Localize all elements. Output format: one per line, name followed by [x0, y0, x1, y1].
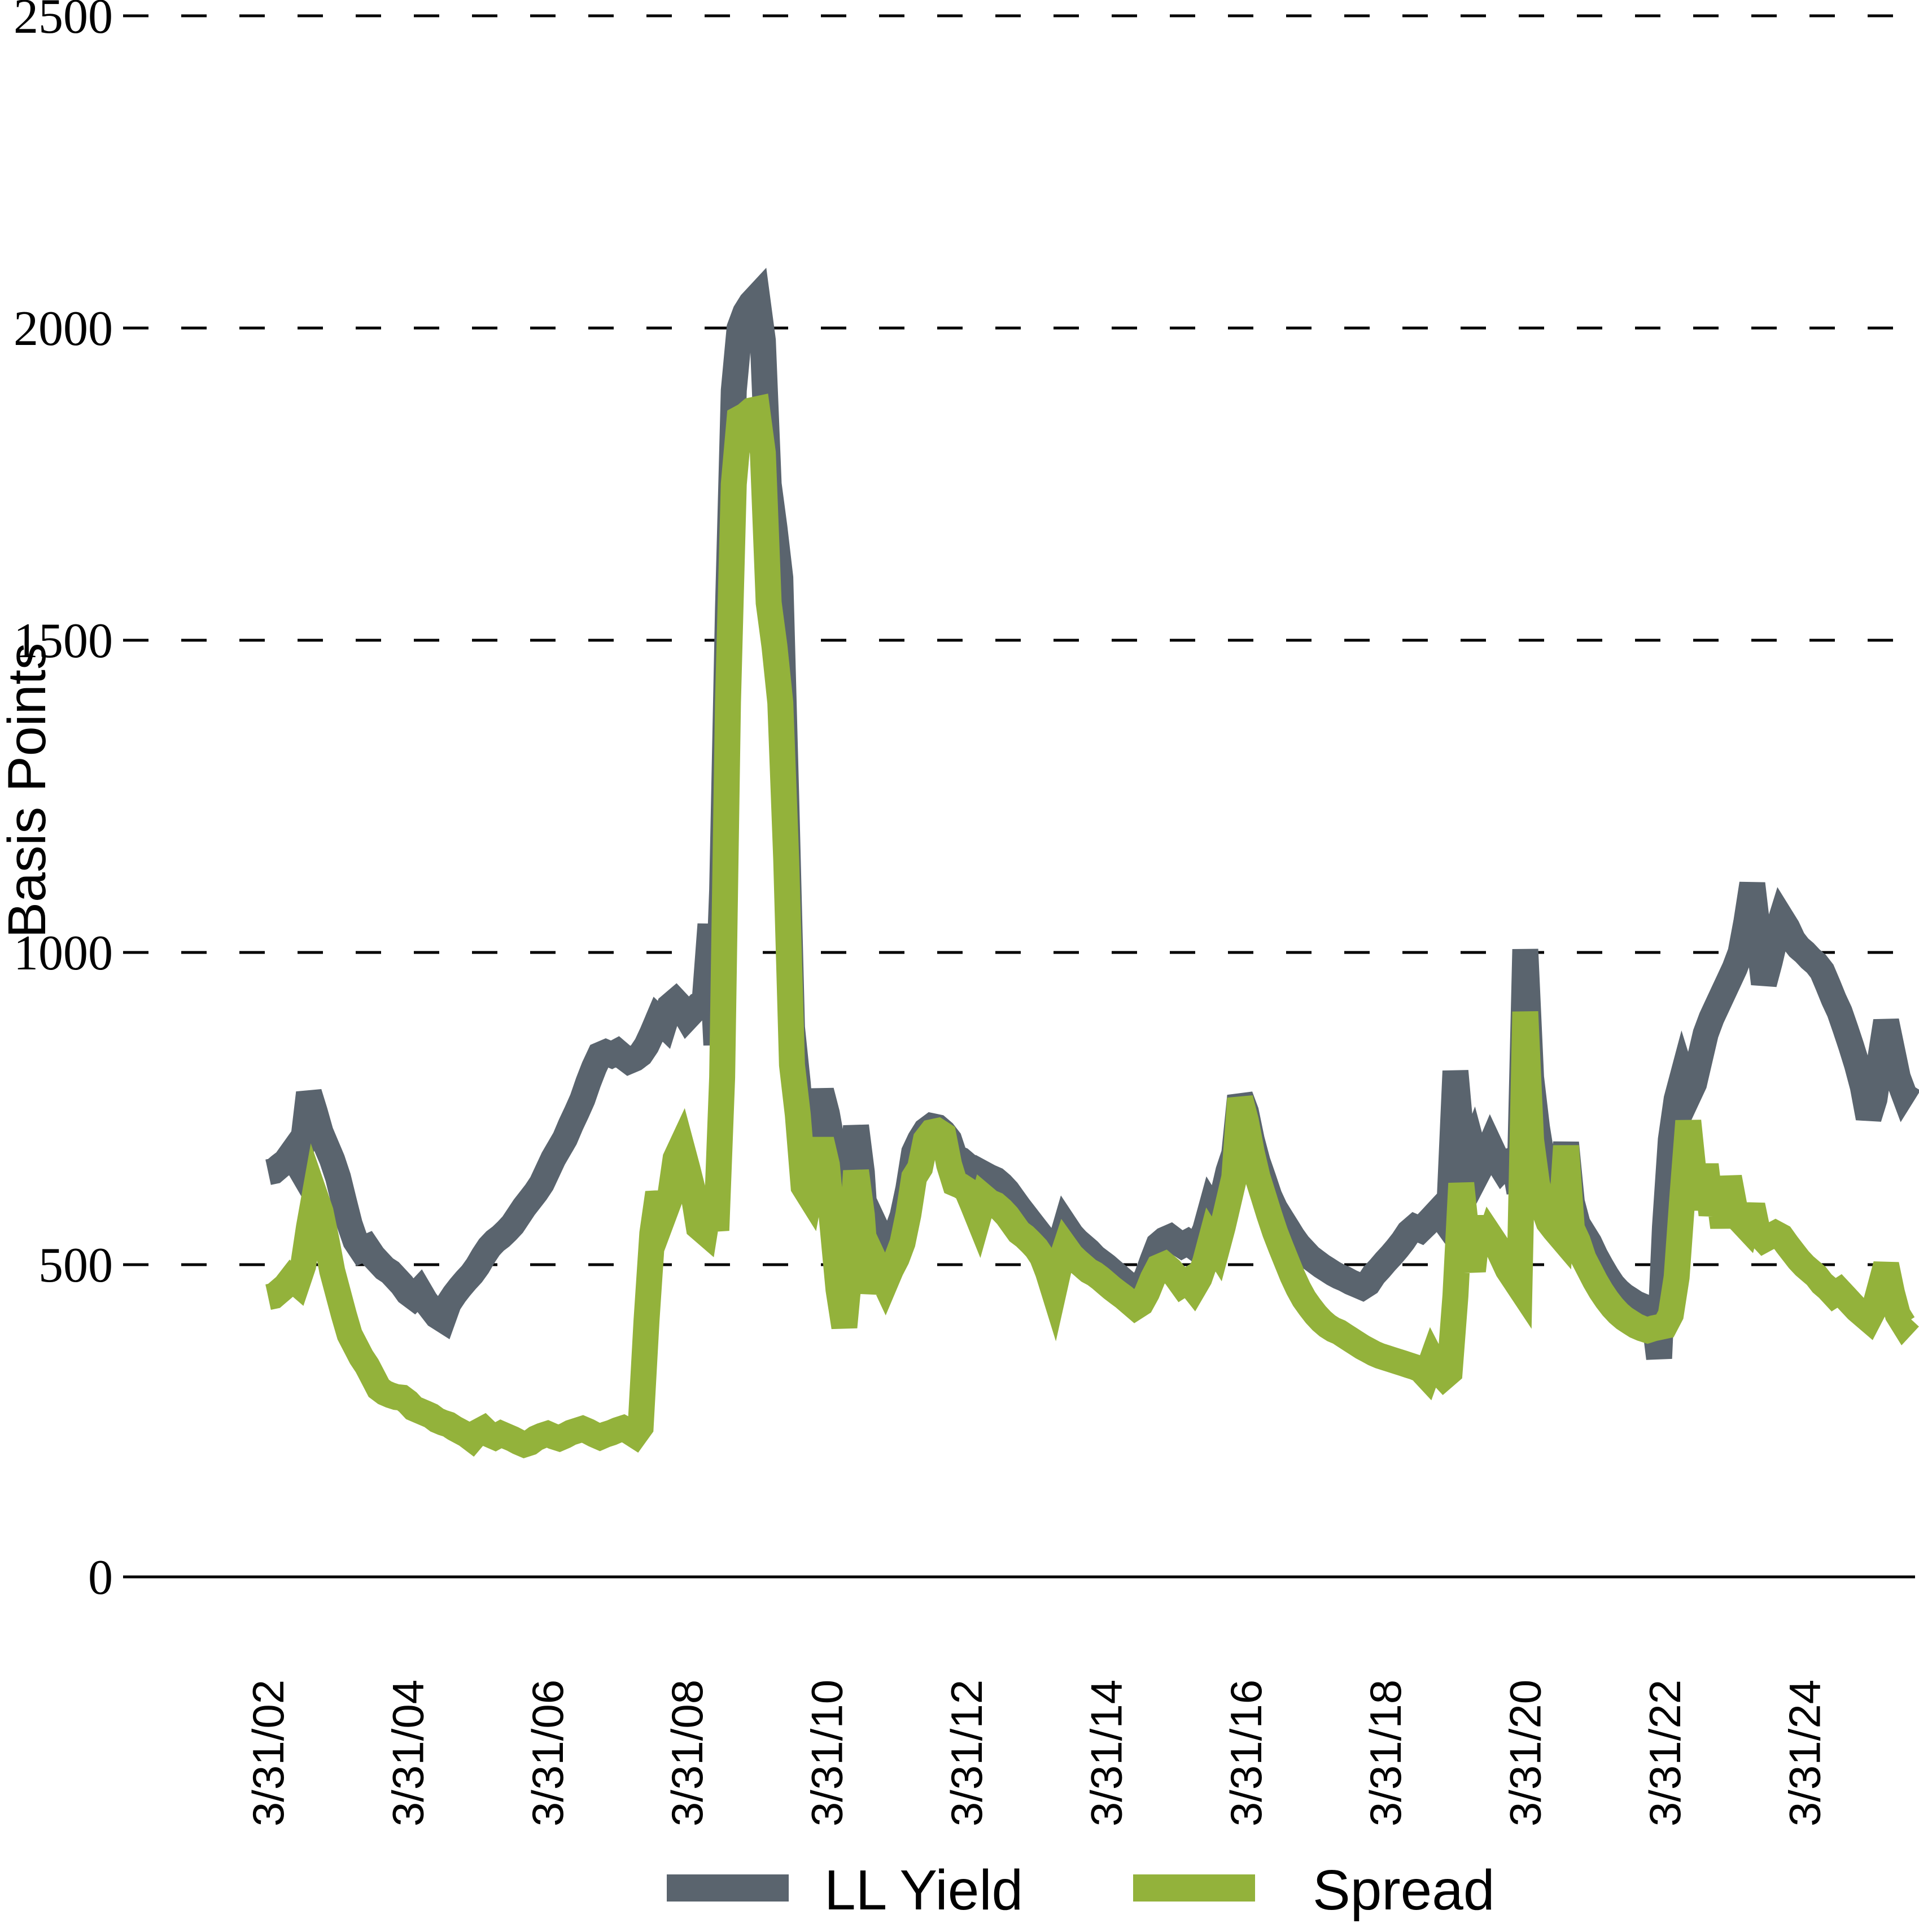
y-tick-label-500: 500 — [38, 1238, 113, 1293]
y-tick-label-1500: 1500 — [14, 614, 113, 668]
x-tick-label-3-31-08: 3/31/08 — [662, 1680, 712, 1826]
x-tick-label-3-31-10: 3/31/10 — [802, 1680, 852, 1826]
gridlines — [123, 14, 1915, 1266]
x-tick-label-3-31-20: 3/31/20 — [1501, 1680, 1550, 1826]
y-tick-label-2500: 2500 — [14, 0, 113, 44]
x-axis-tick-labels: 3/31/02 3/31/04 3/31/06 3/31/08 3/31/10 3/31/… — [243, 1680, 1829, 1826]
x-tick-label-3-31-14: 3/31/14 — [1081, 1680, 1131, 1826]
x-tick-label-3-31-02: 3/31/02 — [243, 1680, 293, 1826]
y-tick-label-2000: 2000 — [14, 301, 113, 356]
legend-swatch-spread — [1133, 1874, 1255, 1902]
legend-label-ll-yield: LL Yield — [824, 1859, 1023, 1922]
legend: LL Yield Spread — [667, 1859, 1494, 1922]
legend-label-spread: Spread — [1313, 1859, 1494, 1922]
legend-swatch-ll-yield — [667, 1874, 789, 1902]
x-tick-label-3-31-12: 3/31/12 — [942, 1680, 991, 1826]
x-tick-label-3-31-22: 3/31/22 — [1640, 1680, 1690, 1826]
x-tick-label-3-31-04: 3/31/04 — [383, 1680, 432, 1826]
y-tick-label-1000: 1000 — [14, 926, 113, 981]
y-axis-title: Basis Points — [0, 643, 57, 938]
x-tick-label-3-31-16: 3/31/16 — [1221, 1680, 1271, 1826]
series-line-spread — [265, 394, 1919, 1459]
x-tick-label-3-31-18: 3/31/18 — [1361, 1680, 1410, 1826]
data-series — [265, 268, 1919, 1459]
x-tick-label-3-31-06: 3/31/06 — [523, 1680, 572, 1826]
x-tick-label-3-31-24: 3/31/24 — [1780, 1680, 1829, 1826]
y-tick-label-0: 0 — [88, 1550, 113, 1605]
series-line-ll-yield — [265, 268, 1919, 1360]
y-axis-tick-labels: 0 500 1000 1500 2000 2500 — [14, 0, 113, 1605]
